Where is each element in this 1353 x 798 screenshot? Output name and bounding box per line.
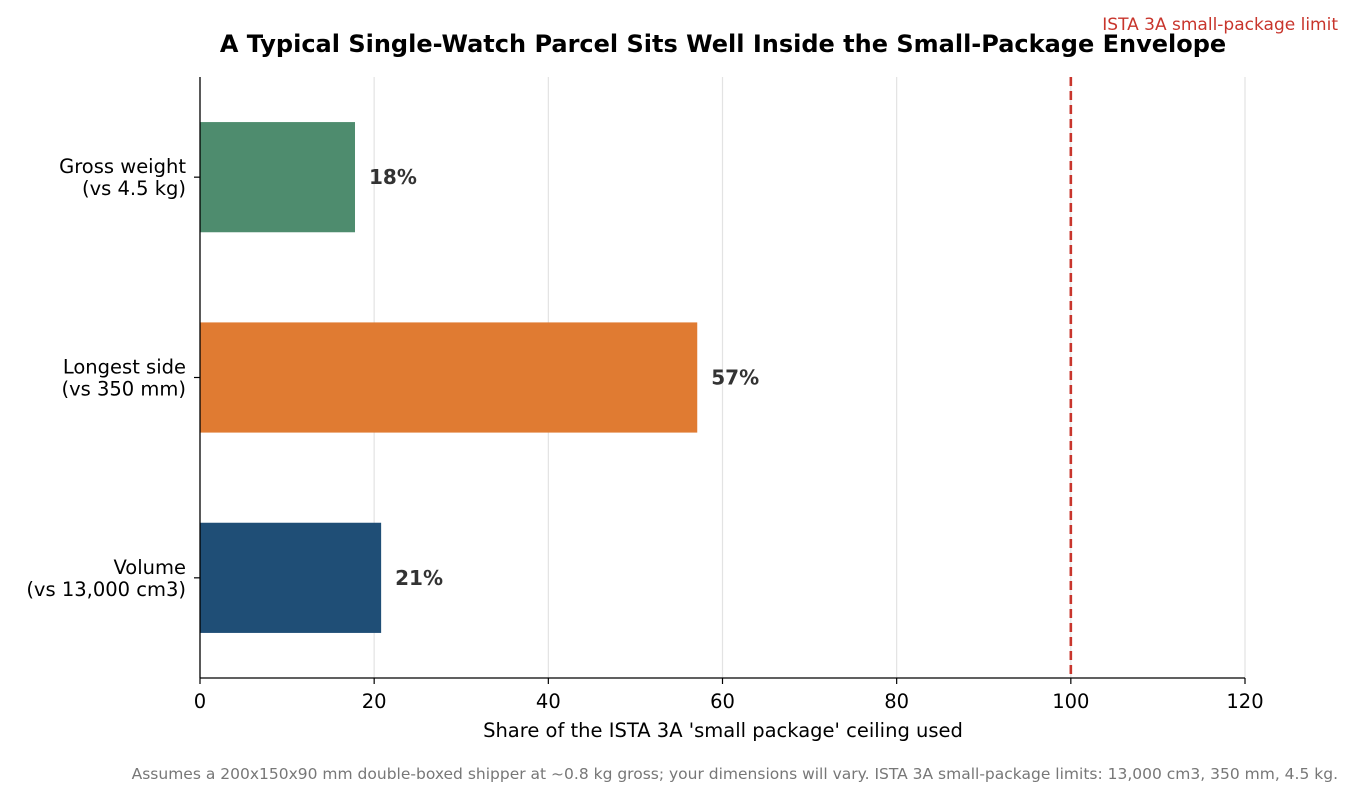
category-labels: Gross weight(vs 4.5 kg) Longest side(vs 3…: [26, 155, 200, 601]
x-tick-label: 120: [1226, 690, 1263, 713]
category-label: Gross weight: [59, 155, 186, 178]
x-tick-label: 80: [884, 690, 909, 713]
category-label: (vs 350 mm): [61, 378, 186, 401]
bar-2: [200, 522, 382, 633]
bars: 18% 57% 21%: [200, 122, 759, 633]
bar-value-label: 57%: [711, 366, 759, 390]
footnote: Assumes a 200x150x90 mm double-boxed shi…: [132, 765, 1338, 783]
x-tick-label: 40: [536, 690, 561, 713]
category-label: (vs 4.5 kg): [82, 177, 186, 200]
category-label: (vs 13,000 cm3): [26, 578, 186, 601]
category-label: Longest side: [63, 356, 186, 379]
bar-0: [200, 122, 356, 233]
x-ticks: 0 20 40 60 80 100 120: [194, 678, 1264, 713]
reference-line-label: ISTA 3A small-package limit: [1102, 15, 1338, 35]
bar-value-label: 21%: [395, 566, 443, 590]
x-axis-label: Share of the ISTA 3A 'small package' cei…: [483, 719, 963, 742]
x-tick-label: 0: [194, 690, 206, 713]
category-label: Volume: [113, 556, 186, 579]
x-tick-label: 60: [710, 690, 735, 713]
bar-value-label: 18%: [369, 165, 417, 189]
bar-1: [200, 322, 698, 433]
chart-title: A Typical Single-Watch Parcel Sits Well …: [220, 30, 1226, 58]
reference-line-group: ISTA 3A small-package limit: [1069, 15, 1338, 678]
x-tick-label: 20: [362, 690, 387, 713]
x-tick-label: 100: [1052, 690, 1089, 713]
